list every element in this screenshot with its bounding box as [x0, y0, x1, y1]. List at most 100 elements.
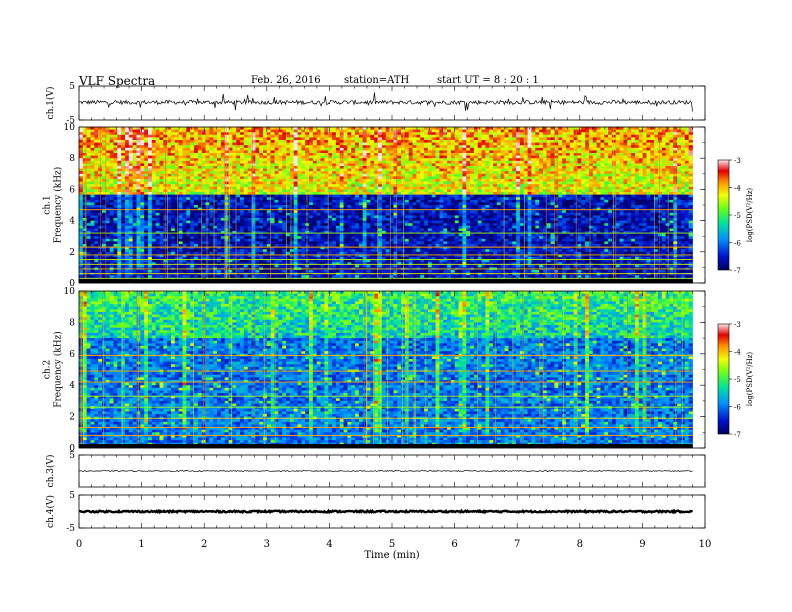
spectrogram-cell: [121, 213, 125, 216]
spectrogram-cell: [240, 202, 244, 205]
spectrogram-cell: [194, 200, 198, 203]
spectrogram-cell: [179, 202, 183, 205]
spectrogram-cell: [94, 169, 98, 172]
spectrogram-cell: [117, 158, 121, 161]
spectrogram-cell: [87, 127, 91, 130]
spectrogram-cell: [229, 218, 233, 221]
spectrogram-cell: [94, 179, 98, 182]
spectrogram-cell: [129, 210, 133, 213]
spectrogram-cell: [209, 228, 213, 231]
spectrogram-cell: [202, 158, 206, 161]
spectrogram-cell: [137, 153, 141, 156]
spectrogram-cell: [171, 221, 175, 224]
spectrogram-cell: [156, 234, 160, 237]
spectrogram-cell: [129, 228, 133, 231]
spectrogram-cell: [148, 150, 152, 153]
spectrogram-cell: [129, 135, 133, 138]
spectrogram-cell: [186, 161, 190, 164]
spectrogram-cell: [229, 270, 233, 273]
spectrogram-cell: [152, 171, 156, 174]
spectrogram-cell: [259, 273, 263, 276]
spectrogram-cell: [125, 249, 129, 252]
spectrogram-cell: [183, 252, 187, 255]
spectrogram-cell: [133, 265, 137, 268]
spectrogram-cell: [248, 140, 252, 143]
spectrogram-cell: [152, 262, 156, 265]
spectrogram-cell: [179, 228, 183, 231]
spectrogram-cell: [129, 189, 133, 192]
spectrogram-cell: [79, 179, 83, 182]
spectrogram-cell: [244, 135, 248, 138]
spectrogram-cell: [240, 208, 244, 211]
spectrogram-cell: [217, 137, 221, 140]
spectrogram-cell: [259, 210, 263, 213]
spectrogram-cell: [175, 239, 179, 242]
spectrogram-cell: [186, 234, 190, 237]
spectrogram-cell: [278, 189, 282, 192]
spectrogram-cell: [217, 140, 221, 143]
spectrogram-cell: [209, 166, 213, 169]
spectrogram-cell: [248, 132, 252, 135]
spectrogram-cell: [137, 239, 141, 242]
spectrogram-cell: [152, 270, 156, 273]
spectrogram-cell: [94, 200, 98, 203]
spectrogram-cell: [129, 205, 133, 208]
spectrogram-cell: [275, 163, 279, 166]
spectrogram-cell: [140, 228, 144, 231]
spectrogram-cell: [271, 135, 275, 138]
spectrogram-cell: [125, 158, 129, 161]
spectrogram-cell: [240, 236, 244, 239]
spectrogram-cell: [255, 244, 259, 247]
spectrogram-cell: [275, 241, 279, 244]
spectrogram-cell: [137, 223, 141, 226]
spectrogram-cell: [152, 132, 156, 135]
spectrogram-cell: [121, 208, 125, 211]
spectrogram-cell: [198, 252, 202, 255]
spectrogram-cell: [252, 130, 256, 133]
spectrogram-cell: [125, 221, 129, 224]
spectrogram-cell: [271, 252, 275, 255]
spectrogram-cell: [125, 215, 129, 218]
spectrogram-cell: [248, 236, 252, 239]
spectrogram-cell: [183, 228, 187, 231]
spectrogram-cell: [271, 262, 275, 265]
spectrogram-cell: [121, 236, 125, 239]
spectrogram-cell: [144, 202, 148, 205]
spectrogram-cell: [160, 236, 164, 239]
spectrogram-cell: [79, 171, 83, 174]
spectrogram-cell: [160, 239, 164, 242]
spectrogram-cell: [240, 161, 244, 164]
spectrogram-cell: [156, 221, 160, 224]
spectrogram-cell: [275, 150, 279, 153]
spectrogram-cell: [190, 140, 194, 143]
spectrogram-cell: [198, 187, 202, 190]
spectrogram-cell: [152, 213, 156, 216]
spectrogram-cell: [255, 189, 259, 192]
spectrogram-cell: [259, 239, 263, 242]
spectrogram-cell: [190, 236, 194, 239]
spectrogram-cell: [194, 231, 198, 234]
spectrogram-cell: [202, 218, 206, 221]
spectrogram-cell: [275, 148, 279, 151]
spectrogram-cell: [106, 223, 110, 226]
spectrogram-cell: [255, 265, 259, 268]
spectrogram-cell: [117, 187, 121, 190]
spectrogram-cell: [240, 273, 244, 276]
spectrogram-cell: [209, 221, 213, 224]
spectrogram-cell: [183, 213, 187, 216]
spectrogram-cell: [87, 166, 91, 169]
spectrogram-cell: [206, 239, 210, 242]
spectrogram-cell: [209, 200, 213, 203]
spectrogram-cell: [202, 249, 206, 252]
spectrogram-cell: [79, 153, 83, 156]
spectrogram-cell: [229, 148, 233, 151]
spectrogram-cell: [79, 270, 83, 273]
y-axis-label-0-line: ch.1(V): [45, 87, 56, 120]
spectrogram-cell: [152, 179, 156, 182]
spectrogram-cell: [121, 260, 125, 263]
spectrogram-cell: [259, 187, 263, 190]
spectrogram-cell: [171, 169, 175, 172]
spectrogram-cell: [244, 197, 248, 200]
spectrogram-cell: [263, 231, 267, 234]
spectrogram-cell: [94, 132, 98, 135]
